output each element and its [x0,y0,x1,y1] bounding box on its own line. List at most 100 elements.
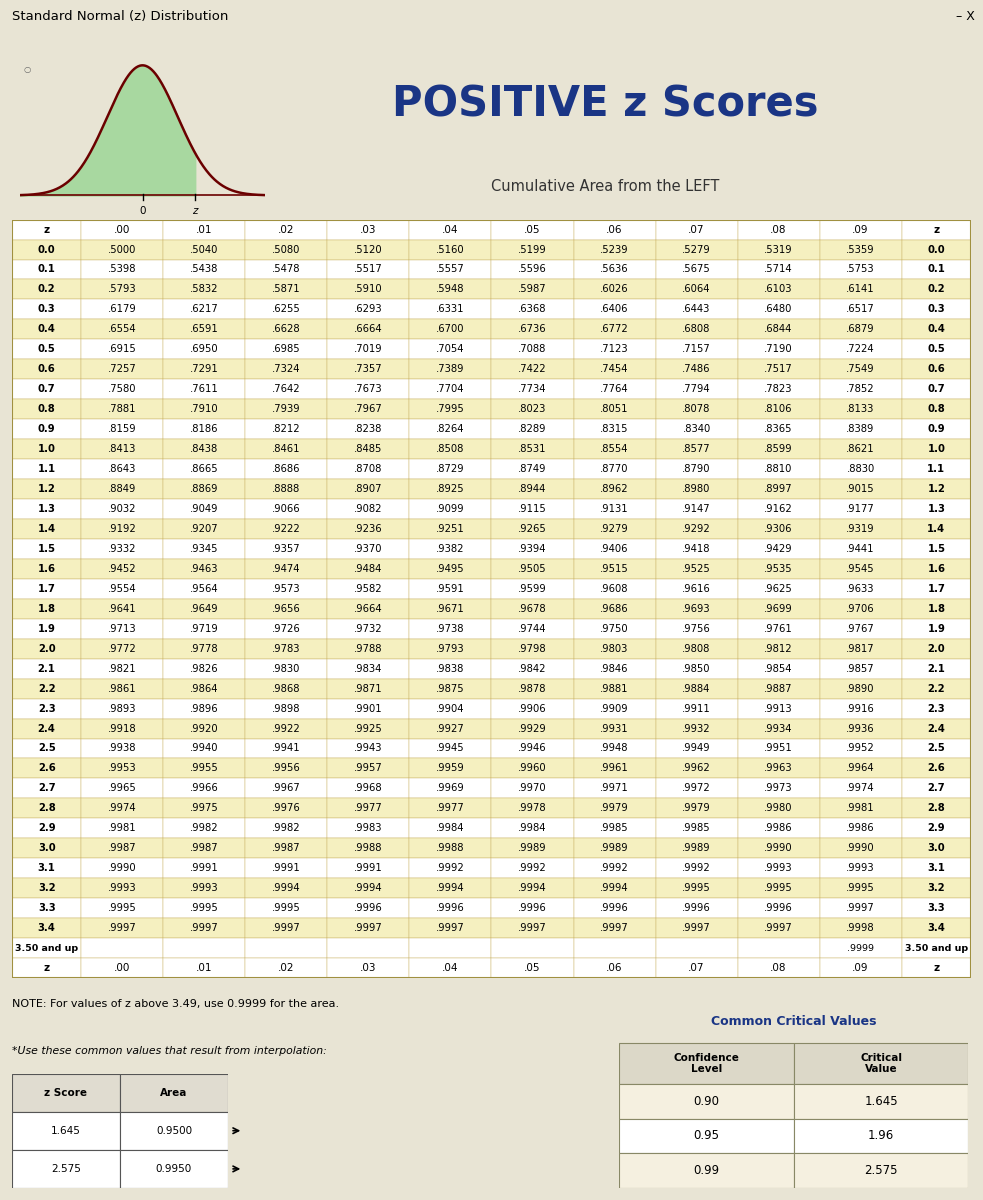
Text: .9767: .9767 [846,624,875,634]
Bar [163,539,246,559]
Bar [656,259,737,280]
Bar [619,1043,794,1084]
Text: .7517: .7517 [764,365,793,374]
Bar [656,779,737,798]
Text: .9996: .9996 [354,904,382,913]
Bar [901,220,971,240]
Bar [573,779,656,798]
Bar [410,400,492,419]
Bar [12,578,82,599]
Text: .06: .06 [607,964,623,973]
Bar [82,659,163,679]
Text: .8577: .8577 [682,444,711,454]
Bar [820,220,901,240]
Text: .9993: .9993 [108,883,137,893]
Text: .9987: .9987 [190,844,219,853]
Text: .9418: .9418 [682,544,711,554]
Text: .5438: .5438 [191,264,218,275]
Text: .9893: .9893 [108,703,137,714]
Bar [573,359,656,379]
Bar [163,599,246,619]
Text: .6179: .6179 [108,305,137,314]
Text: .9871: .9871 [354,684,382,694]
Text: 2.9: 2.9 [928,823,946,833]
Bar [410,779,492,798]
Bar [246,280,327,300]
Text: .5239: .5239 [601,245,629,254]
Text: 0.9: 0.9 [928,424,946,434]
Bar [901,319,971,340]
Bar [410,499,492,518]
Bar [820,938,901,958]
Bar [120,1150,228,1188]
Bar [410,738,492,758]
Text: .9994: .9994 [518,883,547,893]
Bar [901,619,971,638]
Bar [12,1074,120,1111]
Bar [492,499,573,518]
Bar [327,738,410,758]
Bar [901,479,971,499]
Text: .9738: .9738 [436,624,465,634]
Text: 3.0: 3.0 [37,844,55,853]
Text: .8686: .8686 [272,464,301,474]
Text: .9973: .9973 [764,784,793,793]
Text: .5517: .5517 [354,264,382,275]
Text: .7088: .7088 [518,344,547,354]
Text: .8770: .8770 [601,464,629,474]
Bar [12,638,82,659]
Bar [492,719,573,738]
Bar [82,719,163,738]
Text: .9991: .9991 [190,863,219,874]
Bar [12,858,82,878]
Bar [163,758,246,779]
Text: 2.2: 2.2 [928,684,946,694]
Text: .7580: .7580 [108,384,137,395]
Text: .9868: .9868 [272,684,301,694]
Bar [573,518,656,539]
Text: .6736: .6736 [518,324,547,335]
Bar [327,578,410,599]
Text: .8133: .8133 [846,404,875,414]
Bar [82,460,163,479]
Bar [656,240,737,259]
Text: .9959: .9959 [436,763,465,774]
Bar [492,659,573,679]
Bar [82,679,163,698]
Text: .9941: .9941 [272,744,301,754]
Text: .9952: .9952 [846,744,875,754]
Text: .7157: .7157 [682,344,711,354]
Text: .9756: .9756 [682,624,711,634]
Bar [656,798,737,818]
Text: 2.2: 2.2 [37,684,55,694]
Text: .9997: .9997 [190,923,219,934]
Bar [163,638,246,659]
Bar [82,839,163,858]
Bar [820,719,901,738]
Bar [901,259,971,280]
Text: .9846: .9846 [601,664,629,673]
Bar [737,460,820,479]
Text: .8997: .8997 [764,484,793,494]
Bar [12,518,82,539]
Text: .5199: .5199 [518,245,547,254]
Text: .6406: .6406 [601,305,629,314]
Text: .9997: .9997 [436,923,465,934]
Bar [820,240,901,259]
Bar [901,679,971,698]
Bar [492,898,573,918]
Text: .9989: .9989 [518,844,547,853]
Text: .5319: .5319 [764,245,793,254]
Text: .9925: .9925 [354,724,382,733]
Text: .5080: .5080 [272,245,301,254]
Text: .9817: .9817 [846,643,875,654]
Text: .7823: .7823 [764,384,792,395]
Bar [163,439,246,460]
Bar [12,419,82,439]
Text: Critical
Value: Critical Value [860,1052,902,1074]
Bar [12,340,82,359]
Text: .9992: .9992 [601,863,629,874]
Text: 1.645: 1.645 [51,1126,81,1135]
Text: z: z [193,206,198,216]
Bar [492,878,573,898]
